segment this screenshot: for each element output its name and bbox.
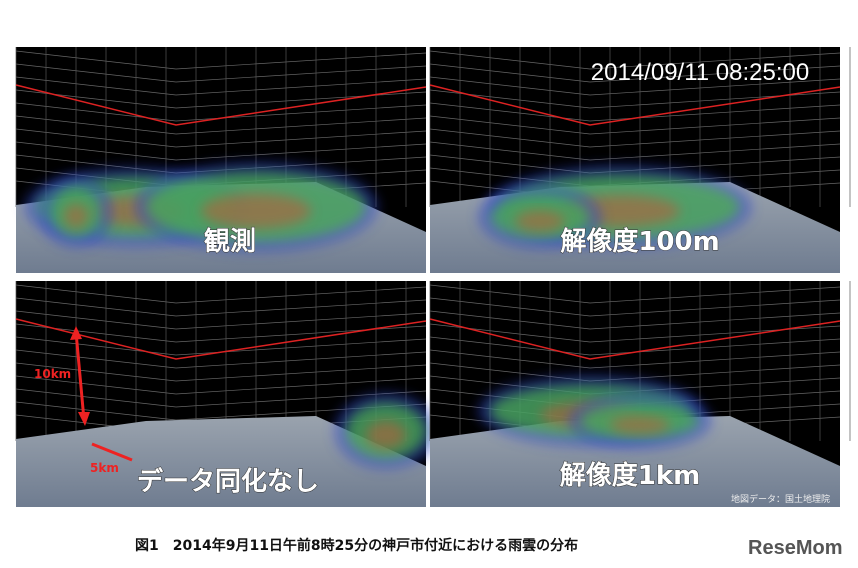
panel-label: 解像度100m [560,226,719,257]
wall-grid [175,299,427,317]
wall-grid [589,143,841,161]
wall-grid [175,286,427,304]
wall-grid [15,323,177,343]
wall-grid [15,50,177,70]
panel-label: 観測 [204,226,256,257]
wall-grid [175,325,427,343]
wall-grid [589,52,841,70]
wall-grid [15,349,177,369]
red-line [15,318,427,360]
wall-grid [589,312,841,330]
wall-grid [15,89,177,109]
timestamp: 2014/09/11 08:25:00 [591,59,809,86]
wall-grid [429,141,591,161]
wall-grid [15,128,177,148]
wall-grid [175,351,427,369]
wall-grid [175,78,427,96]
wall-grid [15,63,177,83]
wall-grid [589,78,841,96]
wall-grid [429,310,591,330]
wall-grid [429,323,591,343]
red-line [429,318,841,360]
wall-grid [15,297,177,317]
cloud-core [515,210,565,232]
wall-grid [429,297,591,317]
wall-grid [15,310,177,330]
caption: 図1 2014年9月11日午前8時25分の神戸市付近における雨雲の分布 [135,537,578,554]
wall-grid [175,91,427,109]
panel-label: データ同化なし [137,466,319,497]
wall-grid [429,128,591,148]
wall-grid [429,63,591,83]
wall-grid [15,375,177,395]
wall-grid [429,76,591,96]
arrowhead [78,412,90,426]
panel [15,281,438,507]
wall-grid [589,130,841,148]
panel [429,47,851,273]
arrowhead [70,326,82,340]
panel [429,281,851,507]
wall-grid [589,65,841,83]
cloud-core [201,193,311,229]
wall-grid [429,50,591,70]
wall-grid [175,52,427,70]
wall-grid [589,325,841,343]
wall-grid [15,388,177,408]
logo: ReseMom [748,537,842,559]
arrow [91,442,133,462]
wall-grid [429,349,591,369]
wall-grid [15,76,177,96]
wall-grid [15,362,177,382]
panel-label: 解像度1km [560,460,700,491]
wall-grid [589,91,841,109]
credit: 地図データ：国土地理院 [731,493,830,505]
wall-grid [175,143,427,161]
wall-grid [15,401,177,421]
wall-grid [175,377,427,395]
wall-grid [589,286,841,304]
cloud-core [63,203,89,229]
red-line [429,84,841,126]
wall-grid [589,351,841,369]
wall-grid [15,115,177,135]
red-line [15,84,427,126]
annotation: 10km [34,367,71,381]
wall-grid [589,299,841,317]
wall-grid [589,117,841,135]
wall-grid [175,117,427,135]
arrow [74,331,86,421]
wall-grid [175,312,427,330]
wall-grid [15,141,177,161]
cloud-core [610,416,670,434]
cloud-core [366,421,406,449]
wall-grid [175,364,427,382]
wall-grid [15,284,177,304]
annotation: 5km [90,461,119,475]
wall-grid [429,284,591,304]
wall-grid [175,65,427,83]
ground [16,416,426,507]
wall-grid [175,130,427,148]
panel [15,47,437,273]
wall-grid [429,115,591,135]
wall-grid [429,89,591,109]
